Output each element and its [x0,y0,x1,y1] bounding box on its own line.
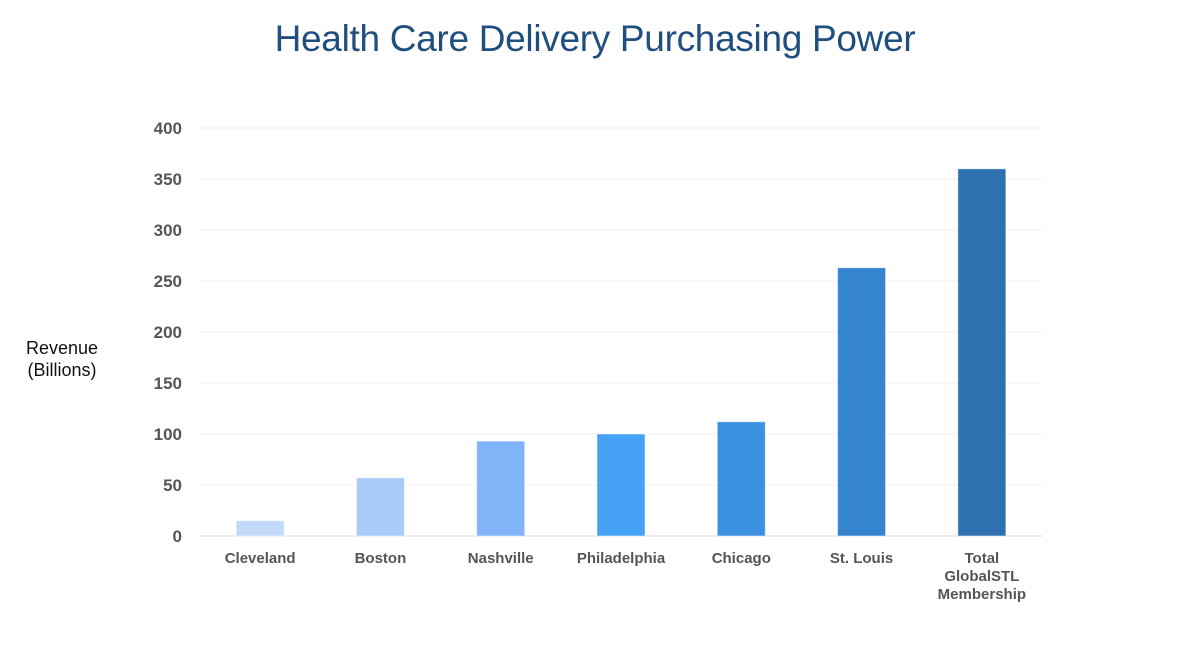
chart-title: Health Care Delivery Purchasing Power [274,18,916,59]
x-tick-labels: Cleveland Boston Nashville Philadelphia Chic… [225,550,1026,603]
x-tick-label: Chicago [712,550,771,567]
x-tick-label: Boston [355,550,407,567]
y-tick-label: 100 [154,425,182,444]
bars [235,168,1007,537]
y-axis-label: Revenue (Billions) [10,337,114,381]
y-tick-label: 50 [163,476,182,495]
bar [596,433,646,537]
y-tick-label: 200 [154,323,182,342]
bar [957,168,1007,537]
y-tick-label: 250 [154,272,182,291]
y-tick-label: 300 [154,221,182,240]
y-axis-label-line-1: Revenue [25,338,99,358]
bar [235,520,285,537]
bar [837,267,887,537]
bar [476,440,526,537]
y-tick-label: 350 [154,170,182,189]
y-axis-label-line-2: (Billions) [27,360,97,380]
x-tick-label: Cleveland [225,550,296,567]
bar [716,421,766,537]
y-tick-labels: 0 50 100 150 200 250 300 350 400 [154,119,182,546]
bar [355,477,405,537]
y-tick-label: 0 [173,527,182,546]
y-tick-label: 150 [154,374,182,393]
y-tick-label: 400 [154,119,182,138]
x-tick-label: Nashville [468,550,534,567]
x-tick-label: Philadelphia [577,550,666,567]
gridlines [200,127,1042,537]
x-tick-label: St. Louis [830,550,893,567]
x-tick-label: Total GlobalSTL Membership [938,550,1026,603]
